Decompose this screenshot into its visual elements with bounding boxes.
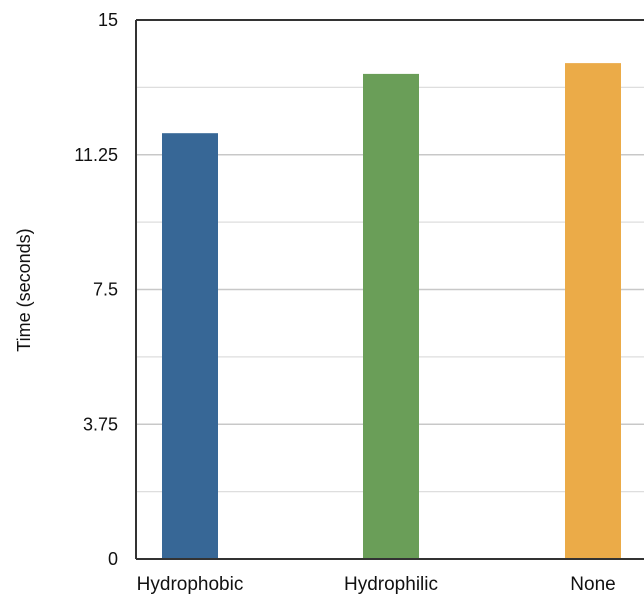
y-tick-label: 11.25: [74, 145, 118, 165]
bar-hydrophobic: [162, 133, 218, 559]
y-tick-label: 0: [108, 549, 118, 569]
y-tick-label: 3.75: [83, 414, 118, 434]
bar-hydrophilic: [363, 73, 419, 560]
axes: [135, 19, 644, 560]
bars: [162, 63, 621, 560]
y-tick-label: 7.5: [93, 280, 118, 300]
y-axis-title: Time (seconds): [14, 228, 34, 351]
x-category-labels: Hydrophobic Hydrophilic None: [137, 574, 616, 595]
x-category-label: None: [570, 574, 615, 595]
y-tick-labels: 0 3.75 7.5 11.25 15: [74, 10, 118, 569]
bar-none: [565, 63, 621, 560]
x-category-label: Hydrophobic: [137, 574, 244, 595]
y-tick-label: 15: [98, 10, 118, 30]
x-category-label: Hydrophilic: [344, 574, 438, 595]
